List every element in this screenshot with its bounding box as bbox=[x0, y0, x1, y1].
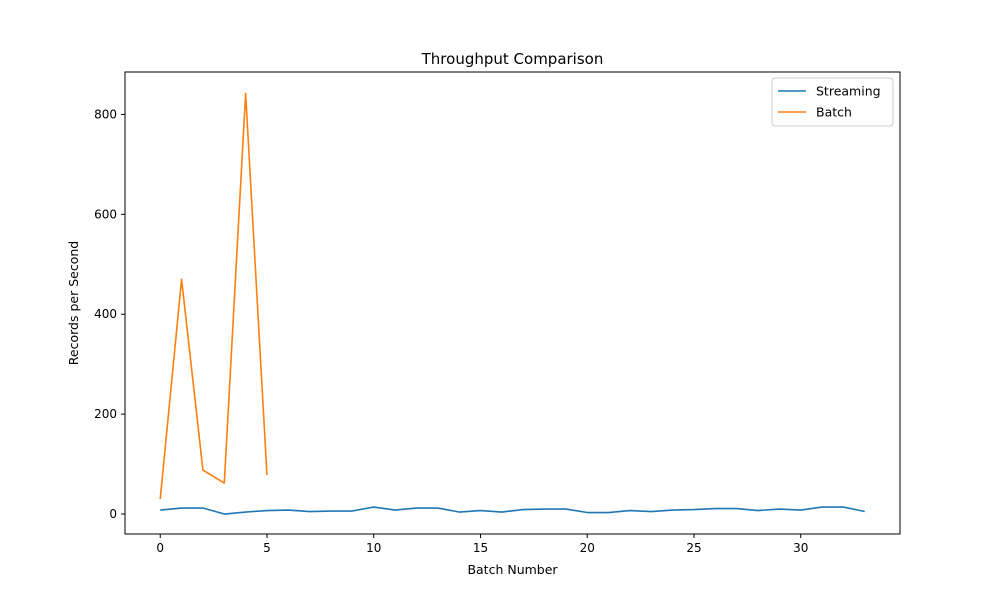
x-tick-label: 5 bbox=[263, 541, 271, 555]
chart-title: Throughput Comparison bbox=[421, 50, 604, 68]
y-tick-label: 400 bbox=[94, 307, 117, 321]
y-axis-ticks: 0 200 400 600 800 bbox=[94, 107, 125, 521]
y-tick-label: 200 bbox=[94, 407, 117, 421]
x-axis-label: Batch Number bbox=[467, 562, 558, 577]
x-axis-ticks: 0 5 10 15 20 25 30 bbox=[156, 534, 808, 555]
series-layer bbox=[159, 92, 865, 515]
x-tick-label: 30 bbox=[793, 541, 808, 555]
legend-label-streaming: Streaming bbox=[816, 84, 881, 99]
y-axis-label: Records per Second bbox=[66, 241, 81, 365]
legend: Streaming Batch bbox=[771, 77, 894, 127]
legend-box bbox=[771, 77, 894, 127]
x-tick-label: 20 bbox=[580, 541, 595, 555]
x-tick-label: 0 bbox=[156, 541, 164, 555]
x-tick-label: 25 bbox=[686, 541, 701, 555]
series-line-streaming bbox=[160, 506, 865, 515]
x-tick-label: 15 bbox=[473, 541, 488, 555]
y-tick-label: 800 bbox=[94, 107, 117, 121]
y-tick-label: 600 bbox=[94, 207, 117, 221]
plot-frame bbox=[124, 71, 901, 535]
legend-label-batch: Batch bbox=[816, 105, 852, 120]
series-line-batch bbox=[159, 92, 268, 500]
y-tick-label: 0 bbox=[109, 507, 117, 521]
x-tick-label: 10 bbox=[366, 541, 381, 555]
